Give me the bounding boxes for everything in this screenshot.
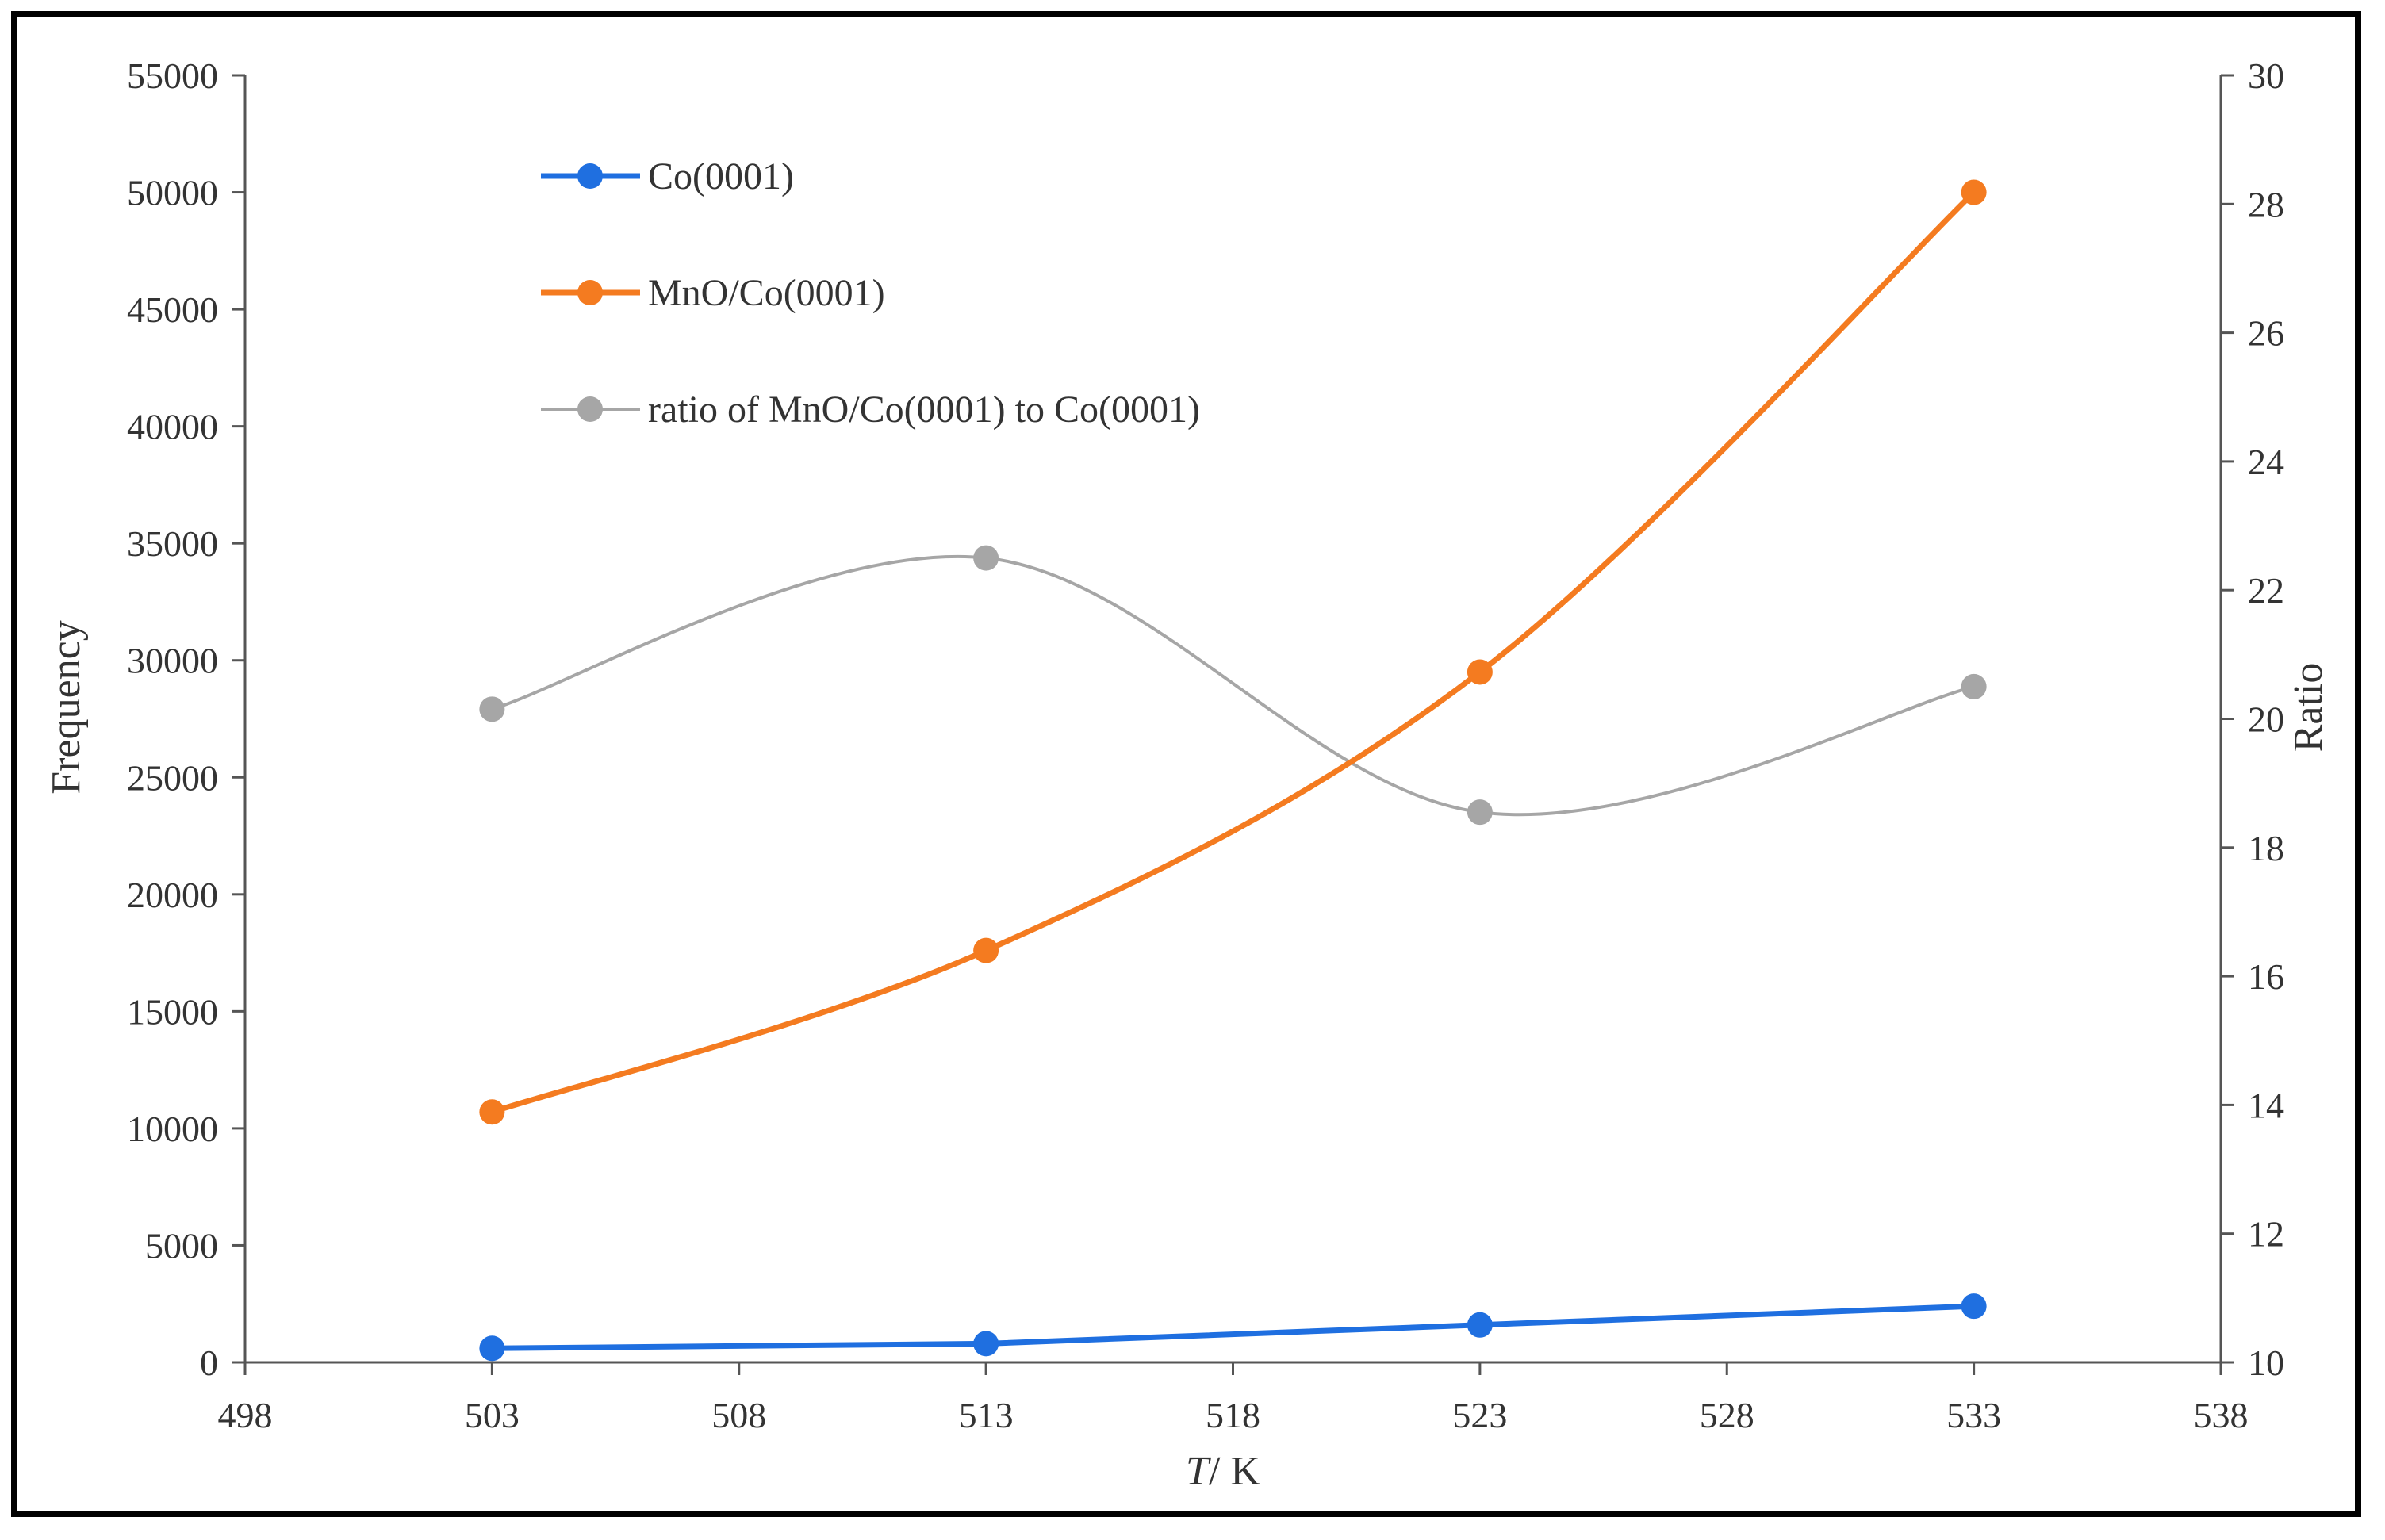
legend-label: ratio of MnO/Co(0001) to Co(0001) <box>648 389 1200 431</box>
series-line-1 <box>491 190 1977 1115</box>
x-axis-title-unit: / K <box>1209 1449 1260 1494</box>
y-tick-label: 55000 <box>127 56 218 96</box>
y2-tick-label: 28 <box>2248 184 2284 224</box>
y-tick-label: 10000 <box>127 1109 218 1149</box>
x-tick-label: 508 <box>711 1395 766 1435</box>
x-tick-label: 523 <box>1452 1395 1507 1435</box>
data-point-1 <box>1961 179 1987 205</box>
y-tick-label: 25000 <box>127 757 218 798</box>
y2-tick-label: 10 <box>2248 1343 2284 1383</box>
x-axis-title-symbol: T <box>1186 1449 1211 1494</box>
data-point-0 <box>1961 1293 1987 1320</box>
tick-labels: 498 503 508 513 518 523 528 533 538 0 5000 10000 150… <box>127 56 2284 1435</box>
data-point-0 <box>1467 1312 1493 1338</box>
y-axis-title: Frequency <box>44 620 89 794</box>
series-lines <box>479 179 1987 1362</box>
x-tick-label: 518 <box>1206 1395 1260 1435</box>
y-tick-label: 30000 <box>127 641 218 681</box>
data-point-1 <box>973 937 999 963</box>
data-point-2 <box>1467 799 1493 826</box>
data-point-1 <box>479 1099 505 1125</box>
legend: Co(0001) MnO/Co(0001) ratio of MnO/Co(0001… <box>541 155 1200 431</box>
y2-tick-label: 16 <box>2248 956 2284 997</box>
y2-tick-label: 22 <box>2248 570 2284 611</box>
legend-swatch-marker <box>577 280 603 305</box>
legend-label: MnO/Co(0001) <box>648 272 885 314</box>
y2-tick-label: 14 <box>2248 1085 2284 1125</box>
x-tick-label: 528 <box>1700 1395 1754 1435</box>
axes <box>232 74 2234 1375</box>
y2-tick-label: 18 <box>2248 828 2284 868</box>
y-tick-label: 0 <box>200 1343 218 1383</box>
chart-frame: 498 503 508 513 518 523 528 533 538 0 5000 10000 150… <box>11 11 2361 1517</box>
y2-tick-label: 24 <box>2248 442 2284 482</box>
y2-axis-title: Ratio <box>2286 663 2331 753</box>
legend-label: Co(0001) <box>648 155 794 197</box>
data-point-2 <box>973 545 999 571</box>
series-line-2 <box>491 555 1975 817</box>
y2-tick-label: 20 <box>2248 699 2284 740</box>
y2-tick-label: 26 <box>2248 313 2284 354</box>
y2-tick-label: 12 <box>2248 1214 2284 1255</box>
x-tick-label: 498 <box>218 1395 273 1435</box>
data-point-1 <box>1467 659 1493 685</box>
x-tick-label: 538 <box>2194 1395 2249 1435</box>
y-tick-label: 40000 <box>127 407 218 447</box>
line-chart: 498 503 508 513 518 523 528 533 538 0 5000 10000 150… <box>44 56 2331 1494</box>
y-tick-label: 20000 <box>127 875 218 915</box>
y-tick-label: 45000 <box>127 289 218 330</box>
data-point-0 <box>479 1335 505 1362</box>
series-line-0 <box>492 1303 1974 1351</box>
y-tick-label: 50000 <box>127 173 218 213</box>
x-tick-label: 503 <box>465 1395 520 1435</box>
data-point-0 <box>973 1331 999 1357</box>
legend-swatch-marker <box>577 163 603 189</box>
x-tick-label: 533 <box>1946 1395 2001 1435</box>
y-tick-label: 35000 <box>127 523 218 564</box>
x-axis-title: T/ K <box>1186 1449 1260 1494</box>
legend-swatch-marker <box>577 396 603 422</box>
data-point-2 <box>1961 673 1987 699</box>
y-tick-label: 5000 <box>145 1225 218 1266</box>
y2-tick-label: 30 <box>2248 56 2284 96</box>
y-tick-label: 15000 <box>127 991 218 1032</box>
data-point-2 <box>479 696 505 722</box>
x-tick-label: 513 <box>959 1395 1014 1435</box>
